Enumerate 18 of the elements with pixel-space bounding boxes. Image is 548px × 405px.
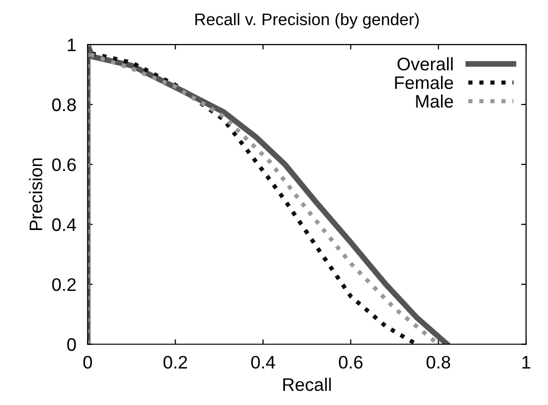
legend-label: Overall <box>398 57 453 70</box>
chart-title: Recall v. Precision (by gender) <box>195 13 419 29</box>
legend-label: Male <box>416 94 454 108</box>
x-tick-label: 0.8 <box>426 356 450 369</box>
y-tick-label: 1 <box>68 38 76 52</box>
y-tick-label: 0.6 <box>52 158 76 172</box>
x-tick-label: 0 <box>83 356 92 369</box>
x-axis-title: Recall <box>283 378 331 392</box>
x-tick-label: 0.4 <box>251 356 276 369</box>
x-tick-label: 1 <box>522 356 530 368</box>
x-tick-label: 0.6 <box>338 356 362 369</box>
legend-label: Female <box>395 76 454 90</box>
y-tick-label: 0.4 <box>52 218 76 232</box>
x-tick-label: 0.2 <box>164 356 188 369</box>
y-tick-label: 0.8 <box>52 98 76 112</box>
y-axis-title: Precision <box>29 158 42 230</box>
y-tick-label: 0 <box>67 338 76 351</box>
y-tick-label: 0.2 <box>52 278 76 292</box>
